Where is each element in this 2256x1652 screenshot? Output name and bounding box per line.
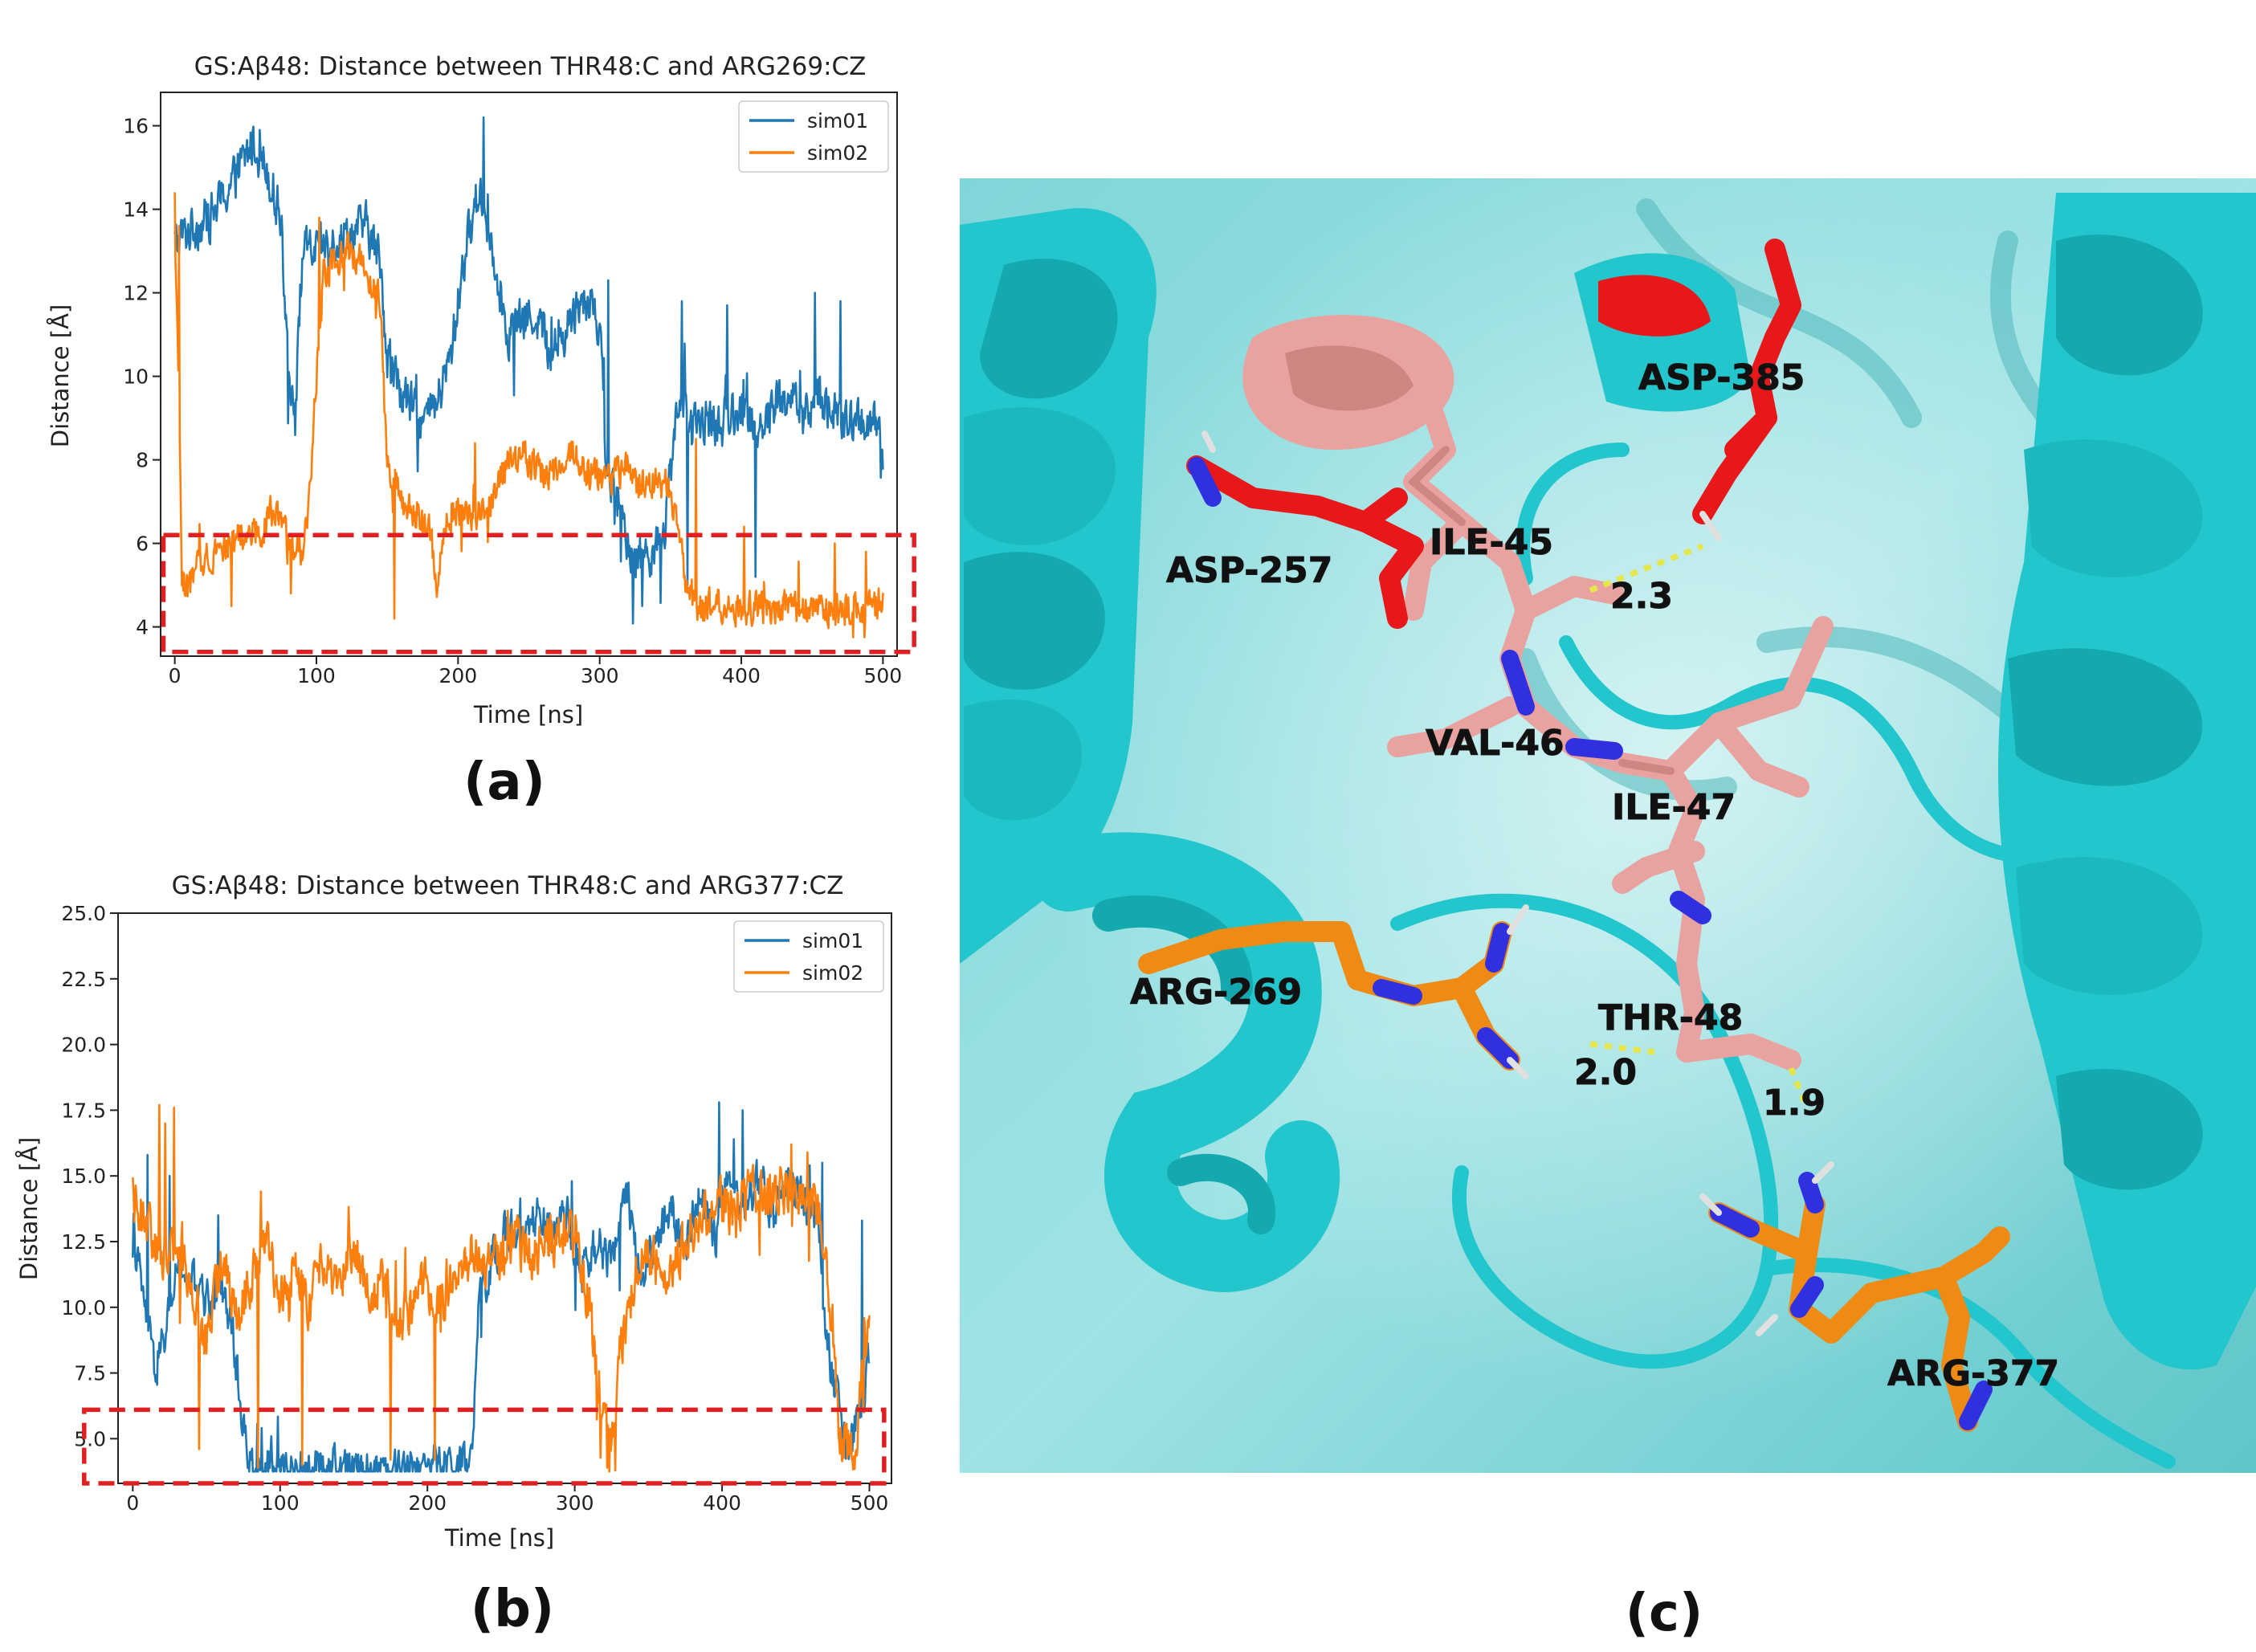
helix-lower-left (1032, 832, 1340, 1292)
y-tick-label: 20.0 (61, 1034, 106, 1057)
series-line-sim02 (132, 1103, 871, 1473)
panel-label-b: (b) (471, 1580, 554, 1639)
residue-label: THR-48 (1598, 997, 1743, 1038)
x-tick-label: 100 (297, 664, 336, 687)
hbonds (1589, 543, 1810, 1110)
y-tick-label: 14 (123, 198, 149, 222)
distance-label: 2.0 (1574, 1052, 1637, 1093)
y-tick-label: 12 (123, 282, 149, 305)
molecular-view: ASP-385 ASP-257 ILE-45 VAL-46 ILE-47 ARG… (960, 178, 2256, 1473)
y-tick-label: 17.5 (61, 1099, 106, 1122)
x-tick-label: 500 (851, 1491, 889, 1515)
y-tick-label: 4 (136, 616, 149, 639)
legend-b-sim02: sim02 (802, 961, 863, 985)
x-tick-label: 400 (703, 1491, 741, 1515)
x-tick-label: 300 (581, 664, 619, 687)
chart-a: GS:Aβ48: Distance between THR48:C and AR… (47, 52, 916, 812)
helix-right (1997, 193, 2256, 1370)
y-tick-label: 7.5 (74, 1362, 106, 1385)
legend-b-sim01: sim01 (802, 929, 863, 952)
residue-label: ASP-385 (1638, 357, 1805, 398)
x-tick-label: 500 (864, 664, 903, 687)
chart-a-title: GS:Aβ48: Distance between THR48:C and AR… (194, 52, 867, 81)
chart-b-ylabel: Distance [Å] (15, 1137, 43, 1281)
residue-label: ILE-47 (1612, 787, 1736, 828)
helix-left (960, 208, 1157, 964)
residue-label: ARG-269 (1130, 972, 1302, 1013)
residue-label: ASP-257 (1166, 550, 1332, 591)
y-tick-label: 25.0 (61, 902, 106, 925)
chart-a-ylabel: Distance [Å] (47, 304, 74, 448)
legend-a-sim01: sim01 (807, 109, 868, 133)
x-tick-label: 300 (556, 1491, 594, 1515)
y-tick-label: 5.0 (74, 1427, 106, 1450)
distance-label: 1.9 (1763, 1083, 1826, 1124)
y-tick-label: 8 (136, 449, 149, 472)
distance-label: 2.3 (1610, 576, 1673, 617)
highlight-box (161, 532, 916, 655)
chart-a-frame (160, 92, 898, 657)
chart-a-xlabel: Time [ns] (473, 701, 583, 728)
x-tick-label: 400 (722, 664, 761, 687)
chart-b: GS:Aβ48: Distance between THR48:C and AR… (15, 871, 892, 1639)
x-tick-label: 0 (126, 1491, 139, 1515)
y-tick-label: 10.0 (61, 1296, 106, 1320)
hydrogens (1201, 430, 1834, 1336)
x-tick-label: 200 (408, 1491, 447, 1515)
y-tick-label: 22.5 (61, 968, 106, 991)
panel-label-c: (c) (1626, 1584, 1703, 1643)
x-tick-label: 200 (439, 664, 477, 687)
residue-label: VAL-46 (1426, 723, 1565, 764)
x-tick-label: 100 (261, 1491, 300, 1515)
x-tick-label: 0 (169, 664, 182, 687)
residue-label: ILE-45 (1430, 522, 1553, 563)
series-line-sim01 (132, 1101, 871, 1473)
y-tick-label: 12.5 (61, 1230, 106, 1254)
highlight-box (82, 1407, 887, 1486)
series-line-sim02 (173, 192, 884, 638)
chart-b-title: GS:Aβ48: Distance between THR48:C and AR… (172, 871, 844, 900)
arg-nitrogens (1373, 923, 1993, 1430)
chart-b-legend: sim01 sim02 (733, 920, 884, 993)
asp-sticks (1186, 239, 1801, 629)
legend-a-sim02: sim02 (807, 141, 868, 165)
y-tick-label: 16 (123, 115, 149, 138)
loop-tubes (1390, 443, 2176, 1469)
helix-upper-center (1242, 253, 1751, 450)
asp-nitrogens (1188, 457, 1711, 924)
peptide-highlights (1407, 446, 1675, 775)
residue-label: ARG-377 (1887, 1353, 2059, 1394)
y-tick-label: 15.0 (61, 1165, 106, 1188)
y-tick-label: 10 (123, 365, 149, 389)
chart-a-legend: sim01 sim02 (738, 100, 889, 173)
chart-b-xlabel: Time [ns] (444, 1524, 554, 1552)
y-tick-label: 6 (136, 532, 149, 556)
panel-label-a: (a) (463, 753, 545, 812)
series-line-sim01 (173, 116, 884, 625)
